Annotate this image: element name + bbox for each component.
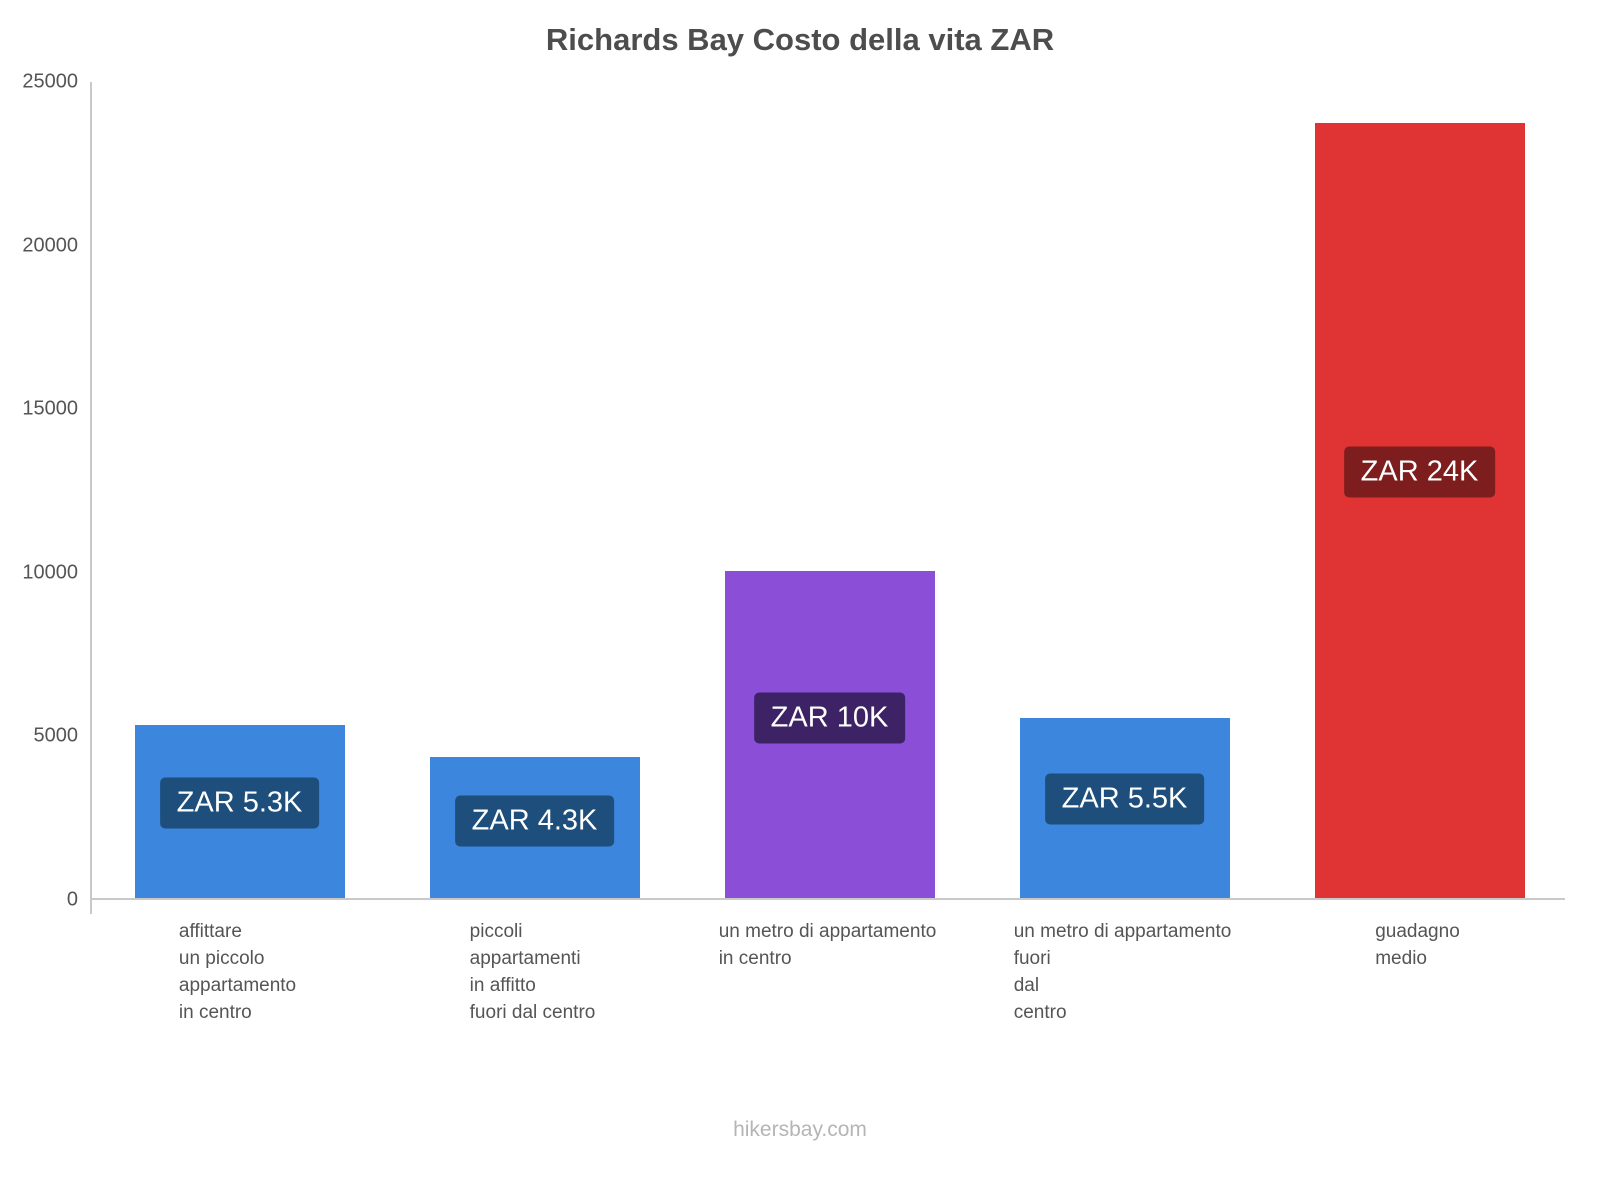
x-category-label: un metro di appartamento fuori dal centro bbox=[1014, 918, 1232, 1026]
bar-value-label: ZAR 5.3K bbox=[159, 777, 320, 829]
y-axis-line bbox=[90, 898, 92, 914]
y-axis-tick-label: 10000 bbox=[22, 561, 78, 584]
x-category-label: piccoli appartamenti in affitto fuori dal c… bbox=[470, 918, 596, 1026]
x-category-label-line: in affitto bbox=[469, 975, 536, 996]
x-category-label-line: un metro di appartamento bbox=[1013, 921, 1232, 942]
y-axis-tick-label: 15000 bbox=[22, 397, 78, 420]
bar-4: ZAR 5.5K bbox=[1019, 718, 1230, 898]
x-category-label-line: un metro di appartamento bbox=[718, 921, 937, 942]
x-category-label-line: in centro bbox=[178, 1002, 252, 1023]
x-category-label-line: affittare bbox=[178, 921, 242, 942]
x-category-label-line: in centro bbox=[718, 948, 792, 969]
bar-value-label: ZAR 5.5K bbox=[1044, 773, 1205, 825]
x-category-label-line: piccoli bbox=[469, 921, 523, 942]
x-category-label-line: dal bbox=[1013, 975, 1040, 996]
x-category-label-line: fuori bbox=[1013, 948, 1051, 969]
x-category-label-line: appartamenti bbox=[469, 948, 581, 969]
x-category-label-line: guadagno bbox=[1375, 921, 1460, 942]
bar-3: ZAR 10K bbox=[724, 570, 935, 898]
x-category-label-line: un piccolo bbox=[178, 948, 265, 969]
bar-value-label: ZAR 24K bbox=[1343, 446, 1496, 497]
y-axis-tick-label: 0 bbox=[66, 888, 78, 911]
bar-5: ZAR 24K bbox=[1314, 122, 1525, 898]
y-axis-tick-label: 5000 bbox=[33, 724, 79, 747]
x-category-label-line: centro bbox=[1013, 1002, 1067, 1023]
y-axis-tick-label: 25000 bbox=[22, 70, 78, 93]
x-category-label: un metro di appartamento in centro bbox=[719, 918, 937, 972]
bar-2: ZAR 4.3K bbox=[429, 757, 640, 898]
plot-area: 0 5000 10000 15000 20000 25000 ZAR 5.3K ZAR 4.3… bbox=[22, 71, 1565, 914]
bar-value-label: ZAR 10K bbox=[753, 692, 906, 744]
x-category-label: guadagno medio bbox=[1375, 918, 1460, 972]
y-axis-tick-label: 20000 bbox=[22, 234, 78, 257]
x-category-label: affittare un piccolo appartamento in centro bbox=[179, 918, 296, 1026]
bar-value-label: ZAR 4.3K bbox=[454, 795, 615, 847]
x-category-label-line: appartamento bbox=[178, 975, 297, 996]
x-category-label-line: fuori dal centro bbox=[469, 1002, 596, 1023]
footer-watermark: hikersbay.com bbox=[733, 1118, 867, 1141]
chart-title: Richards Bay Costo della vita ZAR bbox=[545, 22, 1055, 57]
x-category-label-line: medio bbox=[1375, 948, 1427, 969]
bar-1: ZAR 5.3K bbox=[134, 724, 345, 898]
